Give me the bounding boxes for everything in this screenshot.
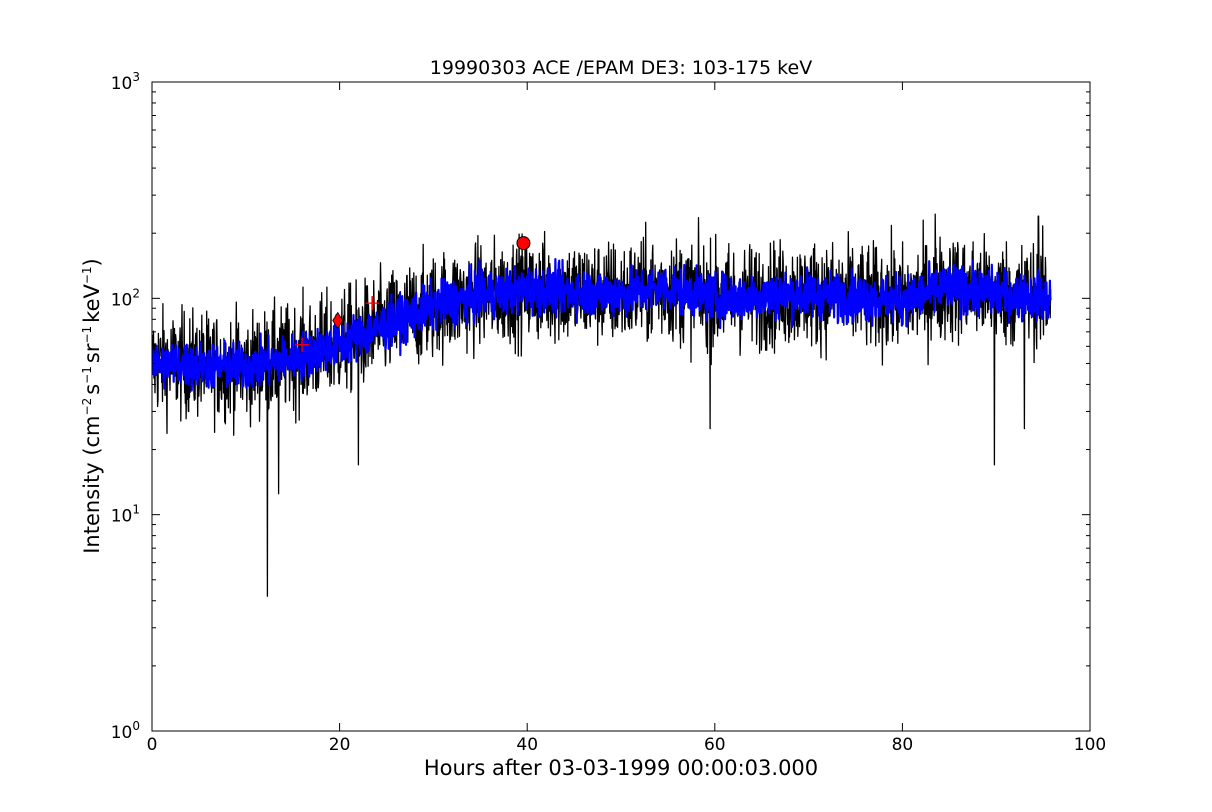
y-axis-label: Intensity (cm−2s−1sr−1keV−1) — [80, 258, 104, 554]
x-tick-label-100: 100 — [1074, 735, 1106, 755]
x-tick-label-80: 80 — [892, 735, 914, 755]
y-tick-label-10: 101 — [111, 503, 140, 527]
marker-diamond-1 — [332, 311, 344, 330]
x-tick-label-60: 60 — [704, 735, 726, 755]
marker-plus-2 — [365, 296, 380, 311]
plot-frame — [151, 81, 1091, 732]
x-tick-labels: 0 20 40 60 80 100 — [147, 735, 1107, 755]
y-tick-label-1000: 103 — [111, 70, 140, 94]
marker-circle-3 — [516, 236, 531, 251]
y-tick-label-1: 100 — [111, 719, 140, 743]
y-tick-labels: 100 101 102 103 — [111, 70, 140, 743]
x-axis-label: Hours after 03-03-1999 00:00:03.000 — [424, 756, 818, 780]
series-layer — [152, 213, 1052, 597]
chart-title: 19990303 ACE /EPAM DE3: 103-175 keV — [430, 57, 812, 79]
x-tick-label-0: 0 — [147, 735, 158, 755]
series-line-0 — [152, 213, 1052, 597]
x-tick-label-40: 40 — [516, 735, 538, 755]
marker-layer — [295, 236, 531, 352]
tick-layer — [151, 81, 1091, 732]
y-tick-label-100: 102 — [111, 286, 140, 310]
marker-plus-0 — [295, 337, 310, 352]
x-tick-label-20: 20 — [329, 735, 351, 755]
